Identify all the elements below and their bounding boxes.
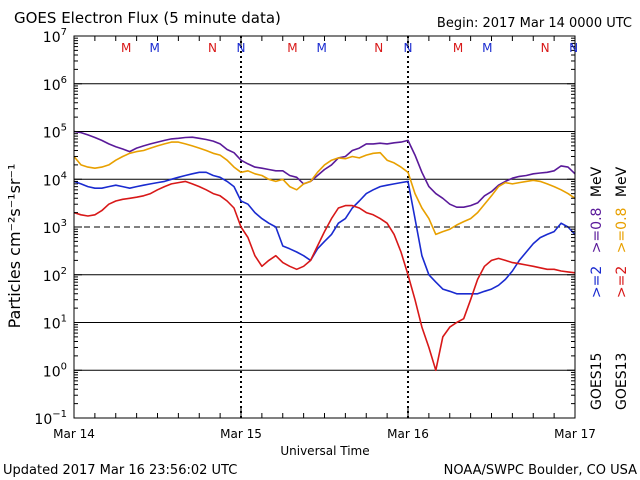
marker-n: N [569,41,578,55]
chart-title: GOES Electron Flux (5 minute data) [14,9,281,27]
legend-goes15-unit: MeV [589,166,605,197]
x-tick-label: Mar 15 [220,427,262,441]
x-tick-label: Mar 17 [554,427,596,441]
y-tick-label: 103 [43,218,67,237]
x-tick-label: Mar 16 [387,427,429,441]
x-axis-ticks: Mar 14 Mar 15 Mar 16 Mar 17 [53,36,596,441]
marker-m: M [317,41,327,55]
y-tick-label: 100 [43,361,67,380]
legend-goes13-high: >=0.8 [614,208,630,254]
series-layer [73,130,576,372]
series-line-2 [73,171,576,295]
y-tick-label: 104 [43,170,67,189]
y-tick-label: 102 [43,266,67,285]
marker-n: N [237,41,246,55]
x-tick-label: Mar 14 [53,427,95,441]
marker-m: M [453,41,463,55]
marker-n: N [404,41,413,55]
y-tick-label: 105 [43,123,67,142]
marker-m: M [121,41,131,55]
legend: GOES15 >=2 >=0.8 MeV GOES13 >=2 >=0.8 Me… [589,166,630,410]
y-tick-label: 107 [43,27,67,46]
legend-goes15: GOES15 >=2 >=0.8 MeV [589,166,605,410]
legend-goes15-low: >=2 [589,266,605,298]
y-axis-label: Particles cm⁻²s⁻¹sr⁻¹ [5,164,24,329]
x-axis-label: Universal Time [280,444,369,458]
legend-goes15-satellite: GOES15 [589,353,605,410]
marker-n: N [374,41,383,55]
legend-goes13: GOES13 >=2 >=0.8 MeV [614,166,630,410]
updated-time: Updated 2017 Mar 16 23:56:02 UTC [3,463,237,478]
legend-goes13-satellite: GOES13 [614,353,630,410]
series-line-3 [73,180,576,372]
series-line-1 [73,141,576,236]
begin-time: Begin: 2017 Mar 14 0000 UTC [437,16,632,31]
legend-goes13-low: >=2 [614,266,630,298]
svg-text:GOES15 >=2 >=0: GOES15 >=2 >=0.8 MeV [589,166,605,410]
legend-goes15-high: >=0.8 [589,208,605,254]
y-tick-label: 106 [43,75,67,94]
series-line-0 [73,130,576,208]
y-axis-ticks: 107 106 105 104 103 102 101 100 10−1 [34,27,575,428]
y-tick-label: 101 [43,314,67,333]
marker-n: N [541,41,550,55]
marker-m: M [150,41,160,55]
marker-m: M [287,41,297,55]
svg-text:GOES13 >=2 >=0: GOES13 >=2 >=0.8 MeV [614,166,630,410]
legend-goes13-unit: MeV [614,166,630,197]
y-tick-label: 10−1 [34,409,67,428]
credit: NOAA/SWPC Boulder, CO USA [444,463,637,478]
marker-n: N [208,41,217,55]
marker-m: M [482,41,492,55]
